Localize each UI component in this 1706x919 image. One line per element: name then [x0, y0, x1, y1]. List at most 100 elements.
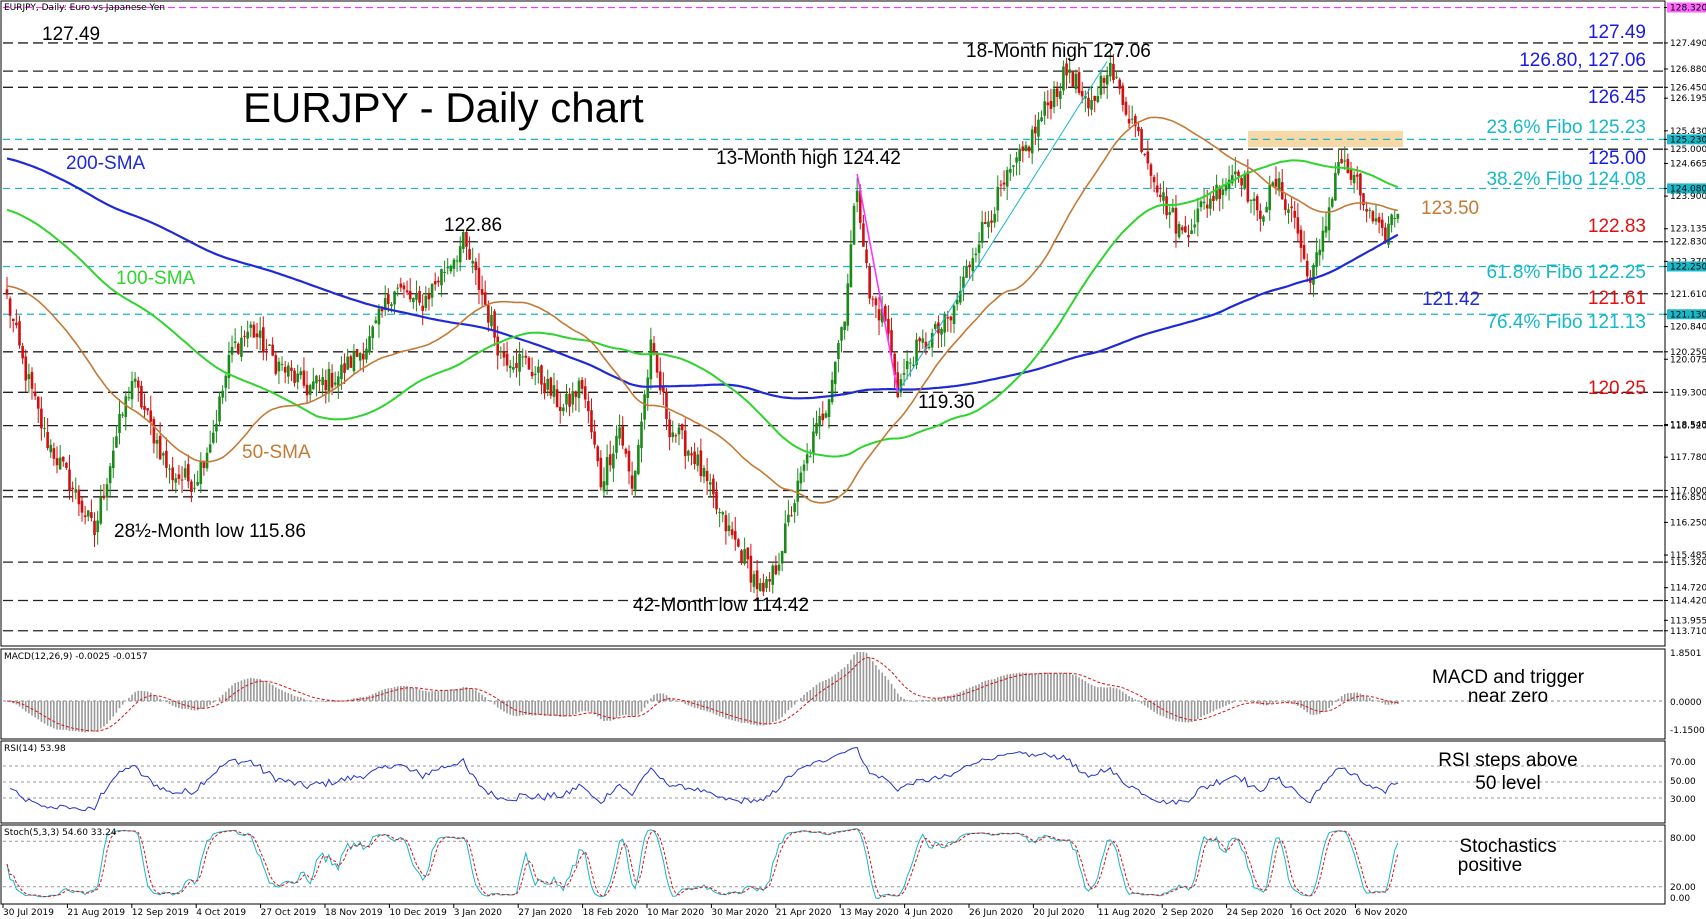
candle-body-7 [27, 374, 31, 380]
candle-body-323 [1015, 157, 1018, 163]
level-label-127-49: 127.49 [1588, 22, 1646, 43]
candle-body-30 [99, 497, 103, 524]
candle-body-64 [205, 452, 209, 469]
candle-body-143 [452, 259, 456, 269]
candle-body-44 [143, 405, 146, 410]
candle-body-50 [161, 453, 165, 456]
candle-body-409 [1284, 199, 1287, 210]
candle-body-255 [802, 464, 806, 471]
candle-body-191 [602, 481, 606, 492]
candle-body-290 [912, 364, 915, 366]
candle-body-59 [190, 481, 193, 493]
rsi-line [9, 746, 1399, 812]
axis-label-29: 114.720 [1670, 584, 1706, 594]
candle-body-85 [271, 344, 274, 356]
candle-body-52 [168, 468, 171, 470]
axis-label-10: 123.900 [1670, 192, 1706, 202]
candle-body-393 [1234, 171, 1237, 175]
label-200-sma: 200-SMA [66, 153, 146, 174]
candle-body-445 [1396, 213, 1400, 219]
candle-body-301 [946, 317, 950, 319]
candle-body-100 [318, 379, 321, 382]
candle-body-188 [593, 431, 596, 445]
rsi-tick-70: 70.00 [1670, 758, 1696, 768]
candle-body-241 [758, 583, 762, 592]
candle-body-260 [818, 415, 821, 426]
candle-body-178 [562, 407, 565, 412]
candle-body-137 [433, 281, 437, 285]
candle-body-280 [880, 308, 884, 323]
candle-body-275 [865, 249, 868, 264]
candle-body-238 [749, 555, 753, 583]
candle-body-402 [1262, 216, 1265, 222]
candle-body-150 [474, 261, 478, 271]
candle-body-92 [293, 370, 296, 383]
candle-body-112 [355, 349, 359, 357]
candle-body-60 [193, 487, 196, 489]
candle-body-165 [521, 356, 525, 358]
x-label-16: 20 Jul 2020 [1033, 908, 1084, 918]
candle-body-397 [1246, 171, 1250, 202]
candle-body-46 [149, 410, 153, 422]
candle-body-98 [312, 381, 315, 390]
candle-body-269 [846, 283, 850, 326]
candle-body-246 [774, 565, 778, 575]
candle-body-369 [1159, 194, 1162, 197]
candle-body-294 [924, 341, 928, 349]
x-label-12: 21 Apr 2020 [776, 908, 832, 918]
candle-body-97 [308, 385, 312, 395]
label-top-left-level: 127.49 [42, 24, 100, 45]
level-label-121-61: 121.61 [1588, 288, 1646, 309]
candle-body-38 [124, 396, 128, 417]
candle-body-140 [443, 272, 446, 274]
candle-body-358 [1124, 101, 1128, 115]
candle-body-135 [427, 294, 431, 300]
axis-label-14: 122.250 [1670, 262, 1706, 272]
candle-body-367 [1152, 176, 1156, 183]
x-label-1: 21 Aug 2019 [67, 908, 125, 918]
candle-body-285 [896, 372, 900, 398]
axis-highlight-0 [1667, 2, 1706, 13]
candle-body-254 [799, 472, 803, 484]
candle-body-138 [437, 280, 440, 283]
candle-body-106 [337, 376, 340, 387]
candle-body-10 [36, 396, 40, 409]
candle-body-368 [1155, 185, 1159, 193]
candle-body-415 [1302, 245, 1306, 259]
candle-body-282 [887, 319, 890, 334]
macd-note-line2: near zero [1468, 686, 1548, 707]
candle-body-259 [815, 423, 818, 434]
candle-body-105 [333, 382, 337, 385]
rsi-note-line2: 50 level [1475, 773, 1541, 794]
candle-body-360 [1130, 118, 1134, 120]
candle-body-48 [155, 439, 159, 444]
candle-body-83 [265, 349, 268, 351]
candle-body-210 [662, 386, 665, 392]
candle-body-355 [1115, 76, 1118, 78]
candle-body-215 [677, 427, 681, 435]
candle-body-364 [1143, 154, 1147, 156]
candle-body-200 [630, 475, 634, 489]
candle-body-12 [43, 428, 46, 430]
candle-body-359 [1127, 118, 1131, 124]
candle-body-342 [1074, 73, 1078, 90]
candle-body-146 [462, 231, 465, 249]
candle-body-42 [136, 380, 140, 388]
candle-body-130 [412, 298, 415, 303]
axis-label-23: 117.780 [1670, 453, 1706, 463]
candle-body-309 [971, 258, 975, 272]
candle-body-270 [849, 244, 853, 288]
candle-body-171 [540, 365, 543, 385]
candle-body-204 [643, 394, 646, 420]
candle-body-104 [330, 372, 334, 388]
candle-body-251 [790, 515, 793, 517]
candle-body-1 [8, 298, 12, 316]
stoch-panel-frame [0, 824, 1666, 905]
candle-body-348 [1093, 95, 1096, 101]
candle-body-182 [574, 391, 578, 397]
candle-body-37 [121, 414, 124, 416]
candle-body-278 [874, 298, 878, 306]
candle-body-2 [11, 318, 15, 321]
candle-body-122 [387, 294, 390, 305]
sma200-line [6, 157, 1399, 400]
